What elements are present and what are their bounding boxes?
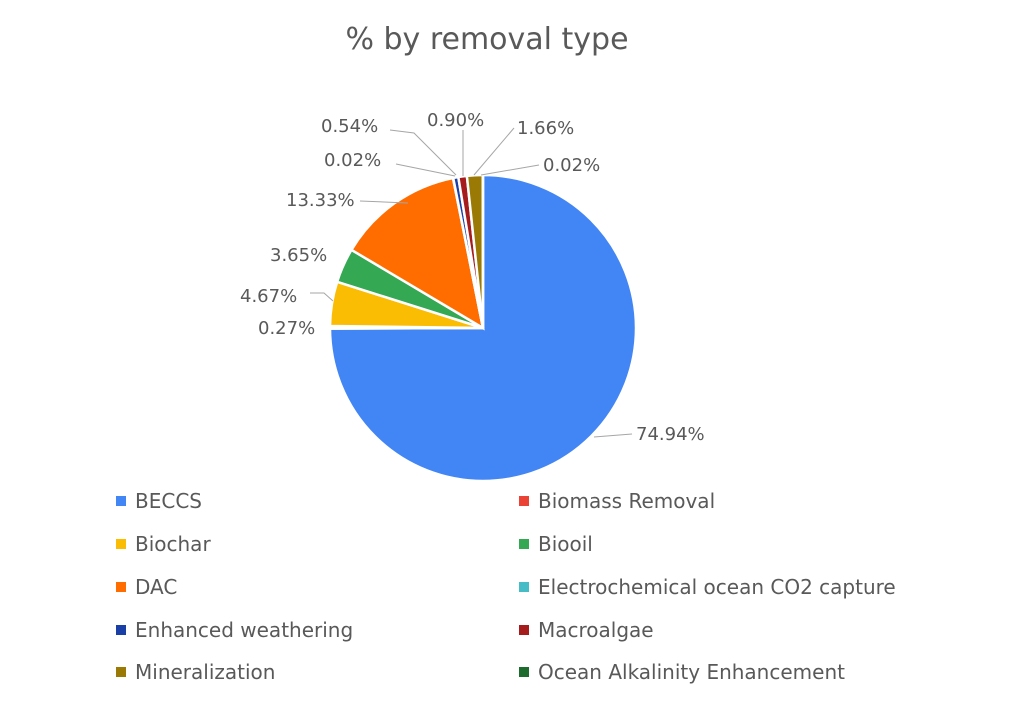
data-label-electrochemical-ocean-co2-capture: 0.02% <box>324 150 381 171</box>
leader-line-electrochemical-ocean-co2-capture <box>395 163 456 177</box>
data-label-biomass-removal: 0.27% <box>258 318 315 339</box>
data-label-biooil: 3.65% <box>270 245 327 266</box>
pie-slices <box>328 173 638 483</box>
data-label-beccs: 74.94% <box>636 424 705 445</box>
data-label-biochar: 4.67% <box>240 286 297 307</box>
pie-slice-dac <box>349 176 485 331</box>
leader-lines <box>310 127 633 438</box>
data-labels: 74.94% 0.27% 4.67% 3.65% 13.33% 0.02% 0.54% 0.9… <box>240 110 705 445</box>
leader-line-dac <box>359 200 409 204</box>
data-label-macroalgae: 0.90% <box>427 110 484 131</box>
data-label-dac: 13.33% <box>286 190 355 211</box>
data-label-enhanced-weathering: 0.54% <box>321 116 378 137</box>
leader-line-enhanced-weathering <box>389 129 457 176</box>
leader-line-biochar <box>310 292 334 302</box>
leader-line-beccs <box>593 433 633 438</box>
leader-line-ocean-alkalinity-enhancement <box>480 164 540 176</box>
leader-line-mineralization <box>473 127 515 176</box>
data-label-ocean-alkalinity-enhancement: 0.02% <box>543 155 600 176</box>
pie-slice-beccs <box>328 173 638 483</box>
data-label-mineralization: 1.66% <box>517 118 574 139</box>
chart-title: % by removal type <box>345 22 629 57</box>
